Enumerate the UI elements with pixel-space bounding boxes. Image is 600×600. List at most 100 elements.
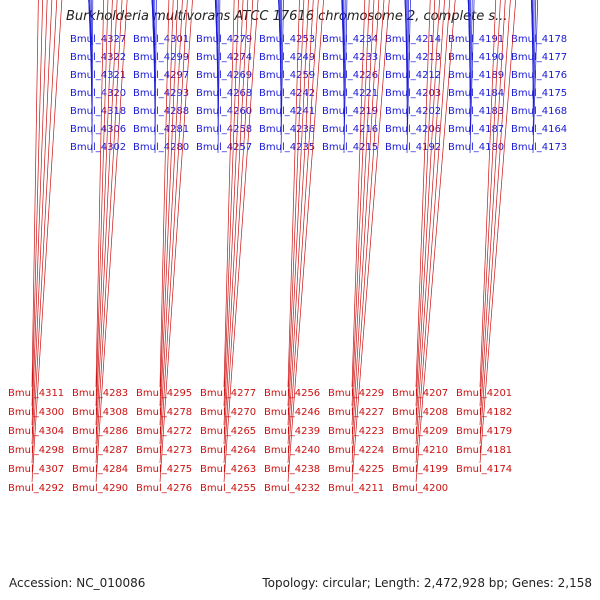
forward-gene-label[interactable]: Bmul_4302 xyxy=(70,142,126,153)
forward-gene-label[interactable]: Bmul_4234 xyxy=(322,34,378,45)
forward-gene-label[interactable]: Bmul_4293 xyxy=(133,88,189,99)
forward-gene-label[interactable]: Bmul_4214 xyxy=(385,34,441,45)
reverse-gene-label[interactable]: Bmul_4308 xyxy=(72,407,128,418)
reverse-gene-label[interactable]: Bmul_4246 xyxy=(264,407,320,418)
reverse-gene-label[interactable]: Bmul_4182 xyxy=(456,407,512,418)
reverse-gene-label[interactable]: Bmul_4239 xyxy=(264,426,320,437)
reverse-gene-label[interactable]: Bmul_4276 xyxy=(136,483,192,494)
forward-gene-label[interactable]: Bmul_4226 xyxy=(322,70,378,81)
reverse-gene-label[interactable]: Bmul_4256 xyxy=(264,388,320,399)
reverse-gene-label[interactable]: Bmul_4286 xyxy=(72,426,128,437)
forward-gene-label[interactable]: Bmul_4242 xyxy=(259,88,315,99)
reverse-gene-label[interactable]: Bmul_4207 xyxy=(392,388,448,399)
forward-gene-label[interactable]: Bmul_4274 xyxy=(196,52,252,63)
forward-gene-label[interactable]: Bmul_4189 xyxy=(448,70,504,81)
reverse-gene-label[interactable]: Bmul_4227 xyxy=(328,407,384,418)
forward-gene-label[interactable]: Bmul_4180 xyxy=(448,142,504,153)
forward-gene-label[interactable]: Bmul_4279 xyxy=(196,34,252,45)
forward-gene-label[interactable]: Bmul_4213 xyxy=(385,52,441,63)
forward-gene-label[interactable]: Bmul_4301 xyxy=(133,34,189,45)
forward-gene-label[interactable]: Bmul_4233 xyxy=(322,52,378,63)
forward-gene-label[interactable]: Bmul_4281 xyxy=(133,124,189,135)
reverse-gene-label[interactable]: Bmul_4199 xyxy=(392,464,448,475)
reverse-gene-label[interactable]: Bmul_4304 xyxy=(8,426,64,437)
reverse-gene-label[interactable]: Bmul_4275 xyxy=(136,464,192,475)
forward-gene-label[interactable]: Bmul_4215 xyxy=(322,142,378,153)
forward-gene-label[interactable]: Bmul_4216 xyxy=(322,124,378,135)
reverse-gene-label[interactable]: Bmul_4179 xyxy=(456,426,512,437)
reverse-gene-label[interactable]: Bmul_4208 xyxy=(392,407,448,418)
forward-gene-label[interactable]: Bmul_4206 xyxy=(385,124,441,135)
reverse-gene-label[interactable]: Bmul_4181 xyxy=(456,445,512,456)
reverse-gene-label[interactable]: Bmul_4272 xyxy=(136,426,192,437)
reverse-gene-label[interactable]: Bmul_4200 xyxy=(392,483,448,494)
reverse-gene-label[interactable]: Bmul_4295 xyxy=(136,388,192,399)
forward-gene-label[interactable]: Bmul_4253 xyxy=(259,34,315,45)
reverse-gene-label[interactable]: Bmul_4270 xyxy=(200,407,256,418)
forward-gene-label[interactable]: Bmul_4177 xyxy=(511,52,567,63)
forward-gene-label[interactable]: Bmul_4259 xyxy=(259,70,315,81)
forward-gene-label[interactable]: Bmul_4306 xyxy=(70,124,126,135)
forward-gene-label[interactable]: Bmul_4280 xyxy=(133,142,189,153)
reverse-gene-label[interactable]: Bmul_4224 xyxy=(328,445,384,456)
forward-gene-label[interactable]: Bmul_4299 xyxy=(133,52,189,63)
reverse-gene-label[interactable]: Bmul_4255 xyxy=(200,483,256,494)
reverse-gene-label[interactable]: Bmul_4277 xyxy=(200,388,256,399)
forward-gene-label[interactable]: Bmul_4221 xyxy=(322,88,378,99)
reverse-gene-label[interactable]: Bmul_4238 xyxy=(264,464,320,475)
reverse-gene-label[interactable]: Bmul_4209 xyxy=(392,426,448,437)
forward-gene-label[interactable]: Bmul_4168 xyxy=(511,106,567,117)
forward-gene-label[interactable]: Bmul_4164 xyxy=(511,124,567,135)
forward-gene-label[interactable]: Bmul_4176 xyxy=(511,70,567,81)
reverse-gene-label[interactable]: Bmul_4287 xyxy=(72,445,128,456)
forward-gene-label[interactable]: Bmul_4260 xyxy=(196,106,252,117)
reverse-gene-label[interactable]: Bmul_4263 xyxy=(200,464,256,475)
forward-gene-label[interactable]: Bmul_4175 xyxy=(511,88,567,99)
forward-gene-label[interactable]: Bmul_4321 xyxy=(70,70,126,81)
reverse-gene-label[interactable]: Bmul_4273 xyxy=(136,445,192,456)
forward-gene-label[interactable]: Bmul_4258 xyxy=(196,124,252,135)
reverse-gene-label[interactable]: Bmul_4265 xyxy=(200,426,256,437)
reverse-gene-label[interactable]: Bmul_4264 xyxy=(200,445,256,456)
forward-gene-label[interactable]: Bmul_4183 xyxy=(448,106,504,117)
forward-gene-label[interactable]: Bmul_4202 xyxy=(385,106,441,117)
forward-gene-label[interactable]: Bmul_4327 xyxy=(70,34,126,45)
forward-gene-label[interactable]: Bmul_4268 xyxy=(196,88,252,99)
forward-gene-label[interactable]: Bmul_4203 xyxy=(385,88,441,99)
reverse-gene-label[interactable]: Bmul_4283 xyxy=(72,388,128,399)
forward-gene-label[interactable]: Bmul_4236 xyxy=(259,124,315,135)
reverse-gene-label[interactable]: Bmul_4225 xyxy=(328,464,384,475)
forward-gene-label[interactable]: Bmul_4257 xyxy=(196,142,252,153)
reverse-gene-label[interactable]: Bmul_4223 xyxy=(328,426,384,437)
reverse-gene-label[interactable]: Bmul_4229 xyxy=(328,388,384,399)
forward-gene-label[interactable]: Bmul_4288 xyxy=(133,106,189,117)
reverse-gene-label[interactable]: Bmul_4300 xyxy=(8,407,64,418)
reverse-gene-label[interactable]: Bmul_4232 xyxy=(264,483,320,494)
reverse-gene-label[interactable]: Bmul_4211 xyxy=(328,483,384,494)
forward-gene-label[interactable]: Bmul_4190 xyxy=(448,52,504,63)
forward-gene-label[interactable]: Bmul_4187 xyxy=(448,124,504,135)
reverse-gene-label[interactable]: Bmul_4292 xyxy=(8,483,64,494)
forward-gene-label[interactable]: Bmul_4192 xyxy=(385,142,441,153)
reverse-gene-label[interactable]: Bmul_4307 xyxy=(8,464,64,475)
reverse-gene-label[interactable]: Bmul_4290 xyxy=(72,483,128,494)
reverse-gene-label[interactable]: Bmul_4240 xyxy=(264,445,320,456)
reverse-gene-label[interactable]: Bmul_4174 xyxy=(456,464,512,475)
forward-gene-label[interactable]: Bmul_4297 xyxy=(133,70,189,81)
forward-gene-label[interactable]: Bmul_4249 xyxy=(259,52,315,63)
reverse-gene-label[interactable]: Bmul_4298 xyxy=(8,445,64,456)
reverse-gene-label[interactable]: Bmul_4284 xyxy=(72,464,128,475)
forward-gene-label[interactable]: Bmul_4318 xyxy=(70,106,126,117)
forward-gene-label[interactable]: Bmul_4212 xyxy=(385,70,441,81)
forward-gene-label[interactable]: Bmul_4269 xyxy=(196,70,252,81)
forward-gene-label[interactable]: Bmul_4191 xyxy=(448,34,504,45)
forward-gene-label[interactable]: Bmul_4241 xyxy=(259,106,315,117)
forward-gene-label[interactable]: Bmul_4184 xyxy=(448,88,504,99)
forward-gene-label[interactable]: Bmul_4320 xyxy=(70,88,126,99)
forward-gene-label[interactable]: Bmul_4219 xyxy=(322,106,378,117)
reverse-gene-label[interactable]: Bmul_4311 xyxy=(8,388,64,399)
forward-gene-label[interactable]: Bmul_4322 xyxy=(70,52,126,63)
reverse-gene-label[interactable]: Bmul_4210 xyxy=(392,445,448,456)
reverse-gene-label[interactable]: Bmul_4278 xyxy=(136,407,192,418)
